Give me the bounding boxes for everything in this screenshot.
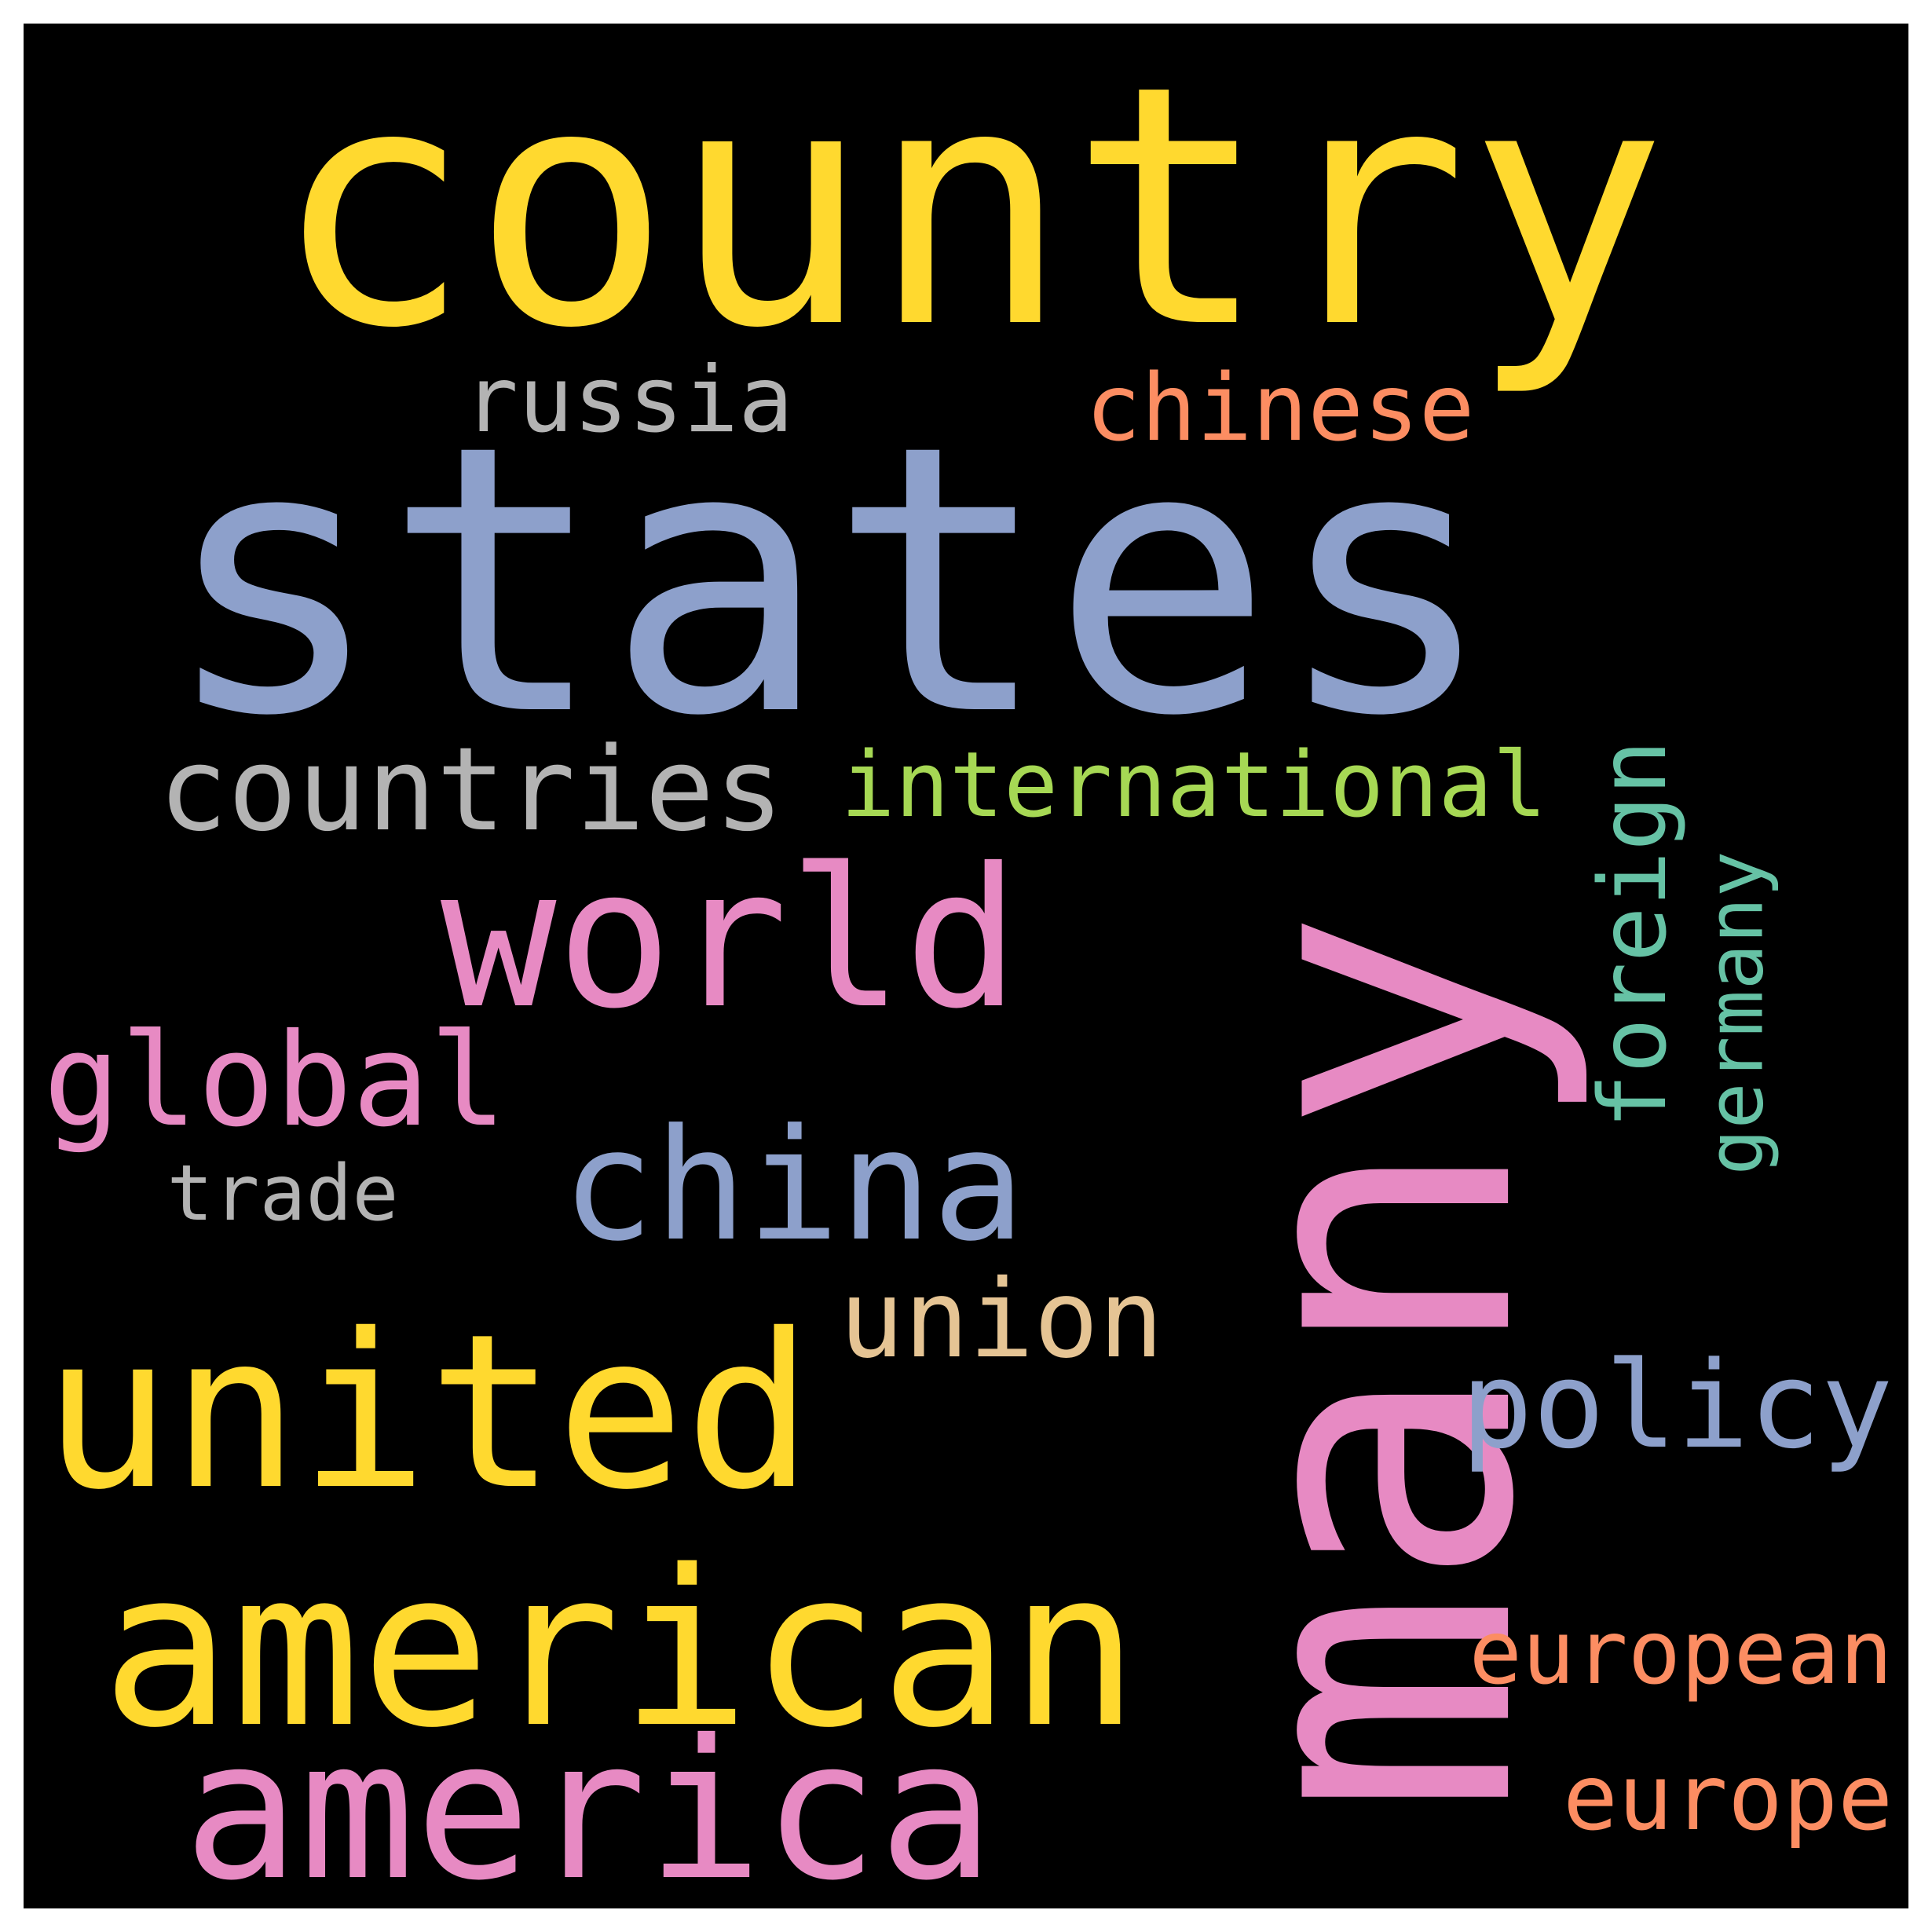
word-america: america bbox=[183, 1698, 995, 1908]
word-foreign: foreign bbox=[1579, 740, 1687, 1129]
word-germany: germany bbox=[1691, 851, 1781, 1176]
word-european: european bbox=[1469, 1602, 1893, 1704]
word-policy: policy bbox=[1461, 1336, 1894, 1475]
word-china: china bbox=[562, 1096, 1026, 1275]
word-russia: russia bbox=[463, 347, 794, 453]
word-world: world bbox=[441, 826, 1020, 1051]
word-trade: trade bbox=[166, 1149, 399, 1239]
word-american: american bbox=[101, 1524, 1140, 1775]
word-country: country bbox=[273, 24, 1667, 401]
word-states: states bbox=[161, 366, 1496, 796]
word-global: global bbox=[43, 1004, 507, 1155]
word-international: international bbox=[840, 732, 1547, 838]
word-union: union bbox=[839, 1257, 1164, 1382]
word-cloud: country states many russia chinese countries i… bbox=[24, 24, 1908, 1908]
word-united: united bbox=[42, 1289, 814, 1537]
word-chinese: chinese bbox=[1085, 354, 1475, 462]
word-europe: europe bbox=[1563, 1745, 1894, 1851]
word-countries: countries bbox=[158, 722, 785, 857]
